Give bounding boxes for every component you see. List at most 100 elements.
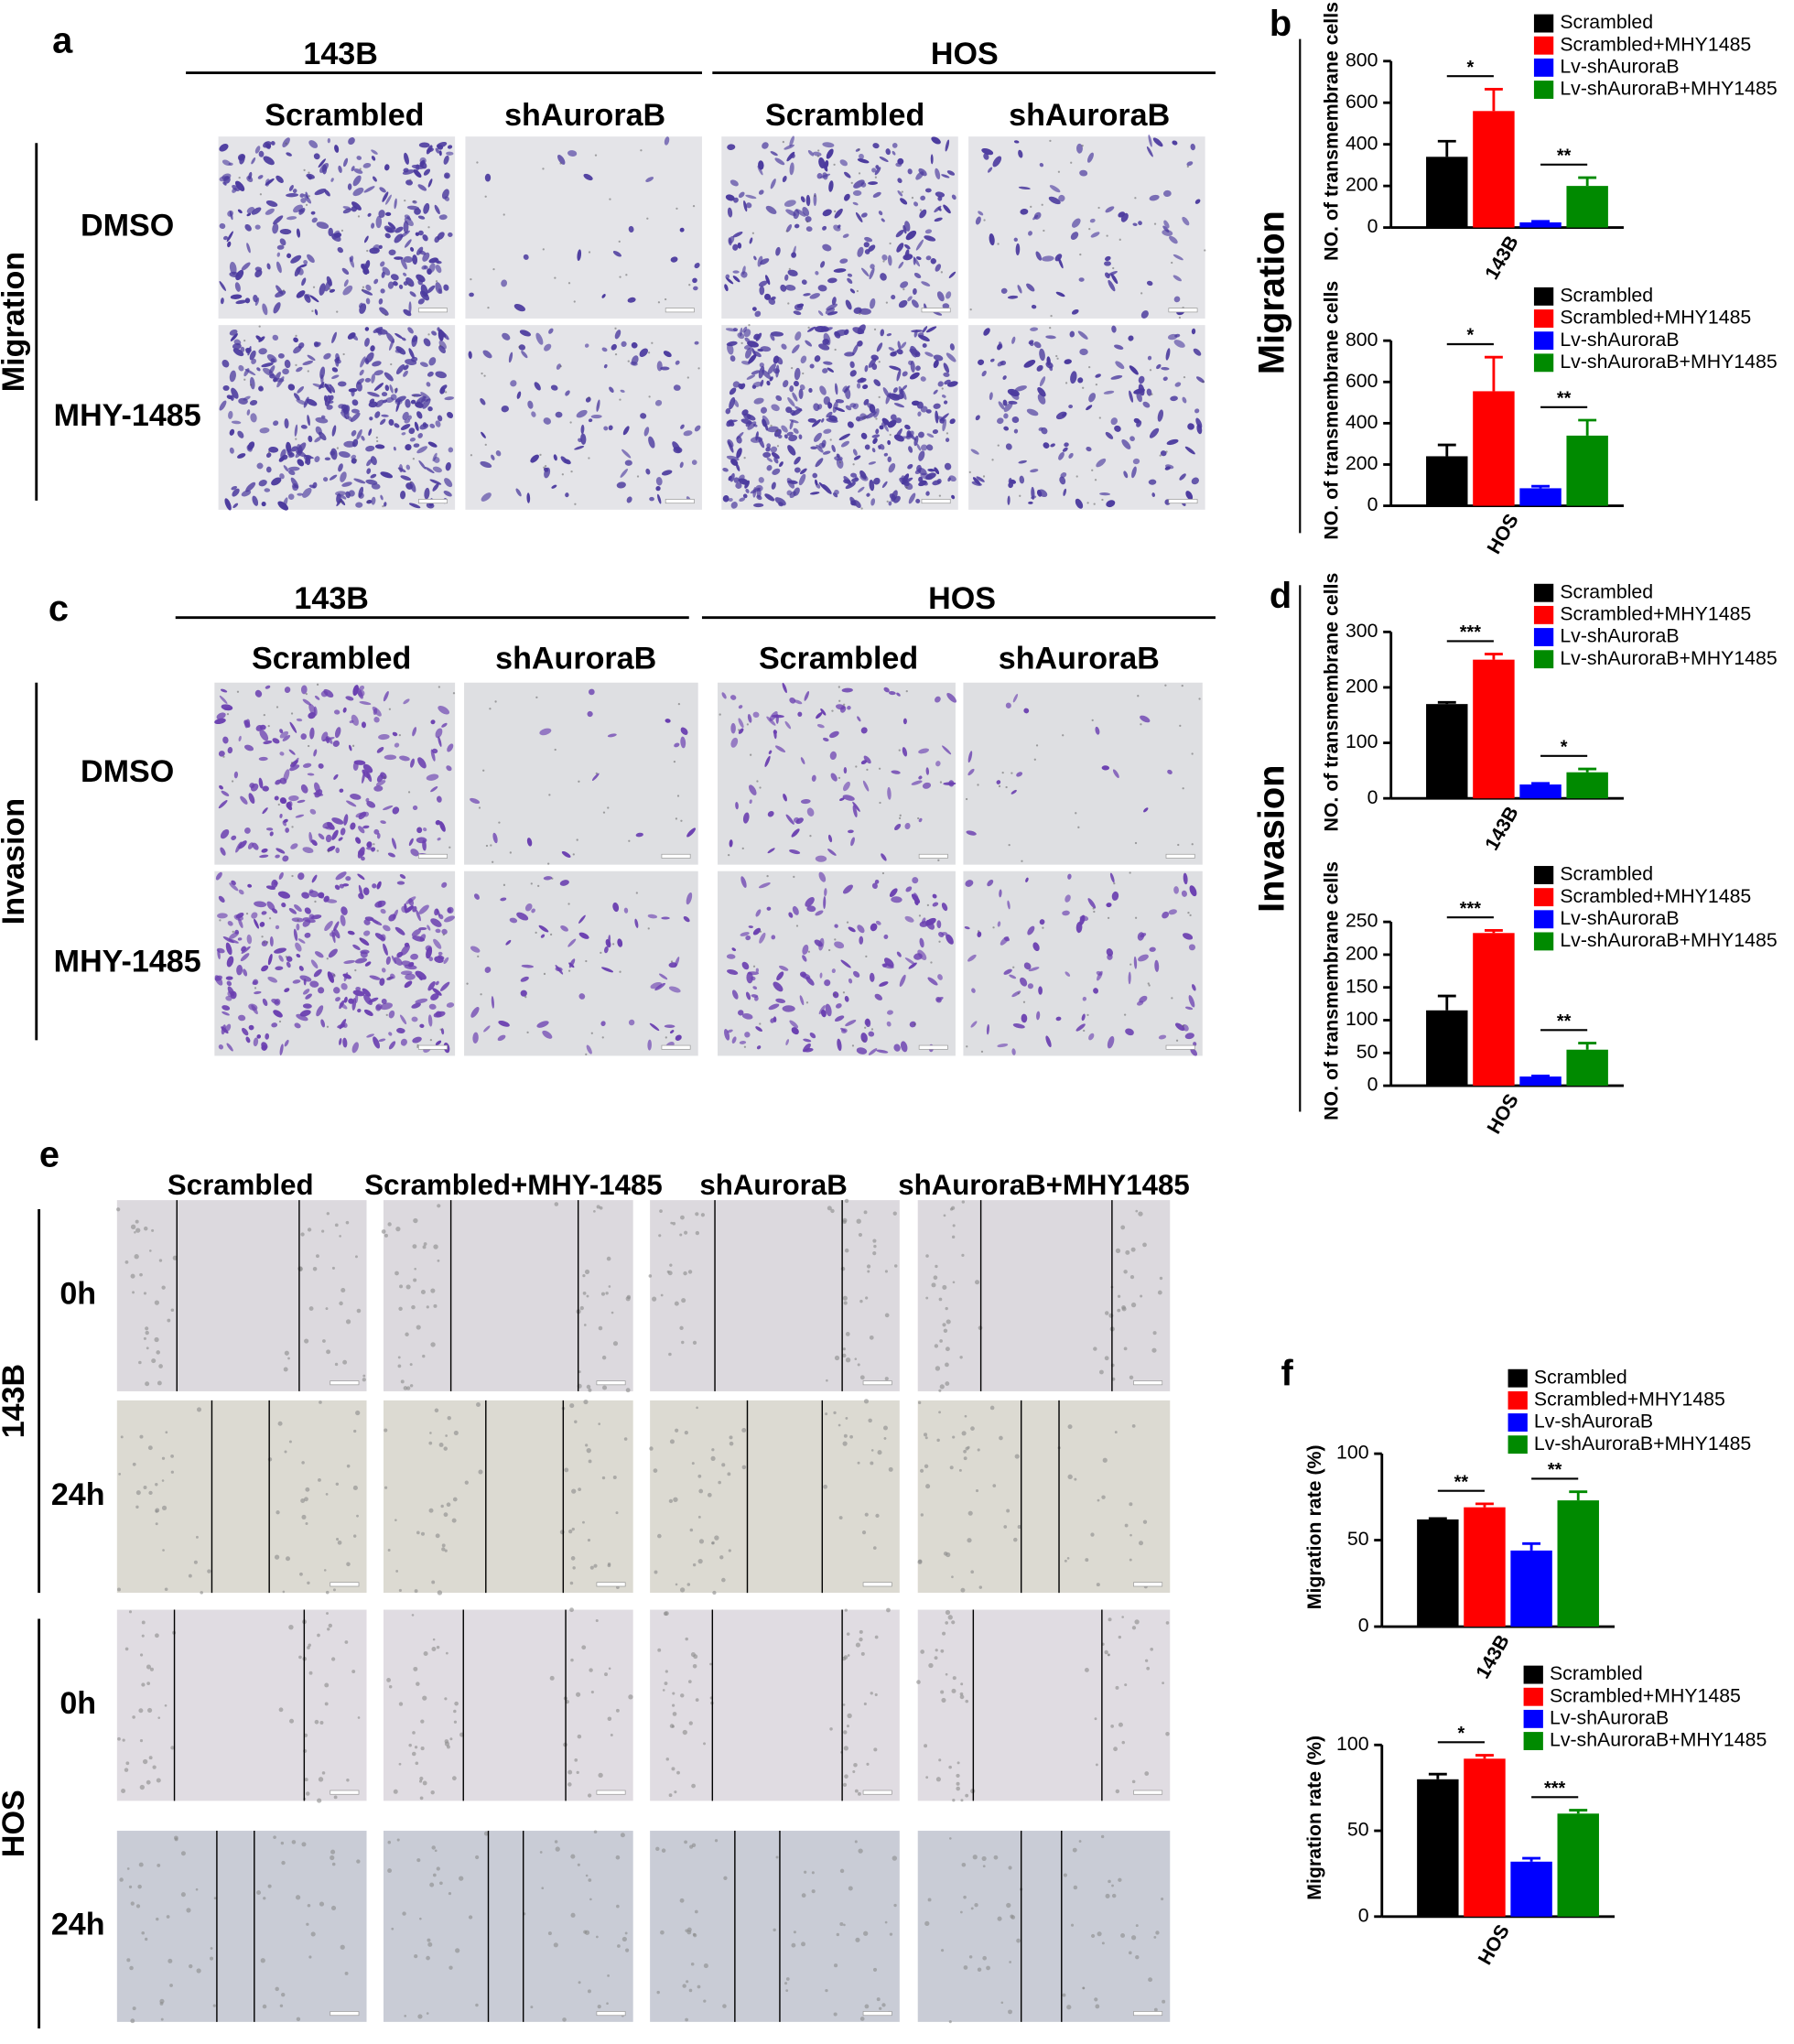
cell: [846, 1357, 850, 1362]
row-title: Invasion: [1251, 765, 1291, 913]
cell: [1102, 1941, 1105, 1944]
pore: [838, 700, 840, 702]
pore: [448, 847, 450, 849]
cell-line-label: HOS: [0, 1790, 31, 1857]
pore: [317, 684, 319, 686]
error-bar: [1578, 769, 1596, 773]
micrograph: [963, 683, 1202, 865]
scratch-bg: [117, 1401, 367, 1593]
cell: [413, 1278, 416, 1282]
pore: [738, 729, 740, 730]
pore: [833, 164, 835, 166]
cell: [256, 1890, 261, 1895]
pore: [1093, 907, 1095, 909]
cell: [868, 1419, 872, 1423]
pore: [389, 977, 391, 979]
cell: [397, 1838, 400, 1841]
cell: [893, 1904, 896, 1907]
cell: [139, 1863, 144, 1867]
cell: [351, 1670, 355, 1673]
cell: [1119, 1636, 1121, 1638]
y-tick-label: 0: [1358, 1904, 1369, 1926]
cell: [674, 1790, 676, 1793]
pore: [999, 785, 1000, 787]
legend-label: Lv-shAuroraB: [1560, 55, 1679, 77]
cell: [925, 1776, 928, 1779]
cell: [784, 1982, 787, 1985]
legend-label: Scrambled+MHY1485: [1560, 307, 1751, 329]
cell: [394, 1271, 399, 1276]
cell: [419, 143, 430, 148]
y-tick-label: 600: [1346, 370, 1378, 392]
cell: [959, 1356, 962, 1358]
cell: [585, 1270, 589, 1274]
cell: [599, 1326, 603, 1331]
cell: [346, 1221, 350, 1225]
group-label: Scrambled: [168, 1169, 314, 1201]
cell: [665, 1670, 668, 1672]
pore: [728, 854, 729, 856]
cell: [944, 1214, 946, 1217]
pore: [1093, 911, 1095, 913]
cell: [696, 1231, 699, 1235]
pore: [777, 445, 779, 447]
cell: [189, 1964, 192, 1968]
cell: [663, 1689, 665, 1692]
cell: [1162, 1682, 1164, 1684]
cell: [967, 1538, 971, 1542]
significance-label: **: [1557, 146, 1572, 167]
cell: [410, 1384, 413, 1387]
y-axis-label: Migration rate (%): [1303, 1736, 1325, 1900]
significance-label: **: [1557, 1011, 1572, 1032]
cell: [129, 1610, 132, 1613]
cell: [576, 1693, 580, 1697]
legend-label: Lv-shAuroraB+MHY1485: [1560, 647, 1777, 669]
cell: [121, 1435, 124, 1438]
cell: [445, 1434, 448, 1437]
pore: [791, 367, 793, 369]
cell: [155, 1633, 159, 1638]
cell: [550, 1676, 555, 1681]
cell: [916, 1680, 921, 1684]
cell: [152, 1765, 156, 1768]
cell: [953, 1676, 956, 1680]
legend-swatch: [1534, 888, 1553, 906]
cell: [681, 1298, 686, 1303]
cell: [607, 1257, 611, 1261]
cell: [139, 1435, 143, 1439]
legend-swatch: [1524, 1688, 1543, 1706]
cell: [356, 1515, 359, 1518]
pore: [291, 826, 293, 827]
pore: [1137, 695, 1139, 697]
cell: [1148, 1977, 1152, 1982]
cell: [319, 1902, 324, 1907]
cell: [541, 1887, 544, 1889]
cell: [189, 1574, 192, 1578]
cell: [140, 1653, 143, 1656]
cell: [315, 1720, 319, 1725]
pore: [783, 141, 784, 143]
cell: [285, 1351, 289, 1356]
cell: [924, 1433, 927, 1436]
cell: [567, 1782, 572, 1787]
cell: [666, 1757, 669, 1760]
cell: [398, 1307, 402, 1311]
cell: [613, 1476, 617, 1479]
pore: [1129, 963, 1131, 965]
error-bar: [1578, 178, 1596, 186]
cell: [200, 1591, 203, 1595]
pore: [408, 284, 410, 286]
cell: [196, 1536, 199, 1539]
pore: [756, 780, 758, 782]
cell: [301, 1515, 306, 1519]
cell: [284, 1450, 286, 1453]
cell: [889, 1467, 893, 1472]
pore: [1151, 394, 1152, 395]
pore: [222, 756, 224, 758]
pore: [340, 501, 341, 503]
cell: [316, 1254, 319, 1258]
cell: [578, 1735, 582, 1739]
error-bar: [1438, 445, 1456, 456]
cell: [657, 1534, 662, 1539]
pore: [328, 850, 330, 852]
